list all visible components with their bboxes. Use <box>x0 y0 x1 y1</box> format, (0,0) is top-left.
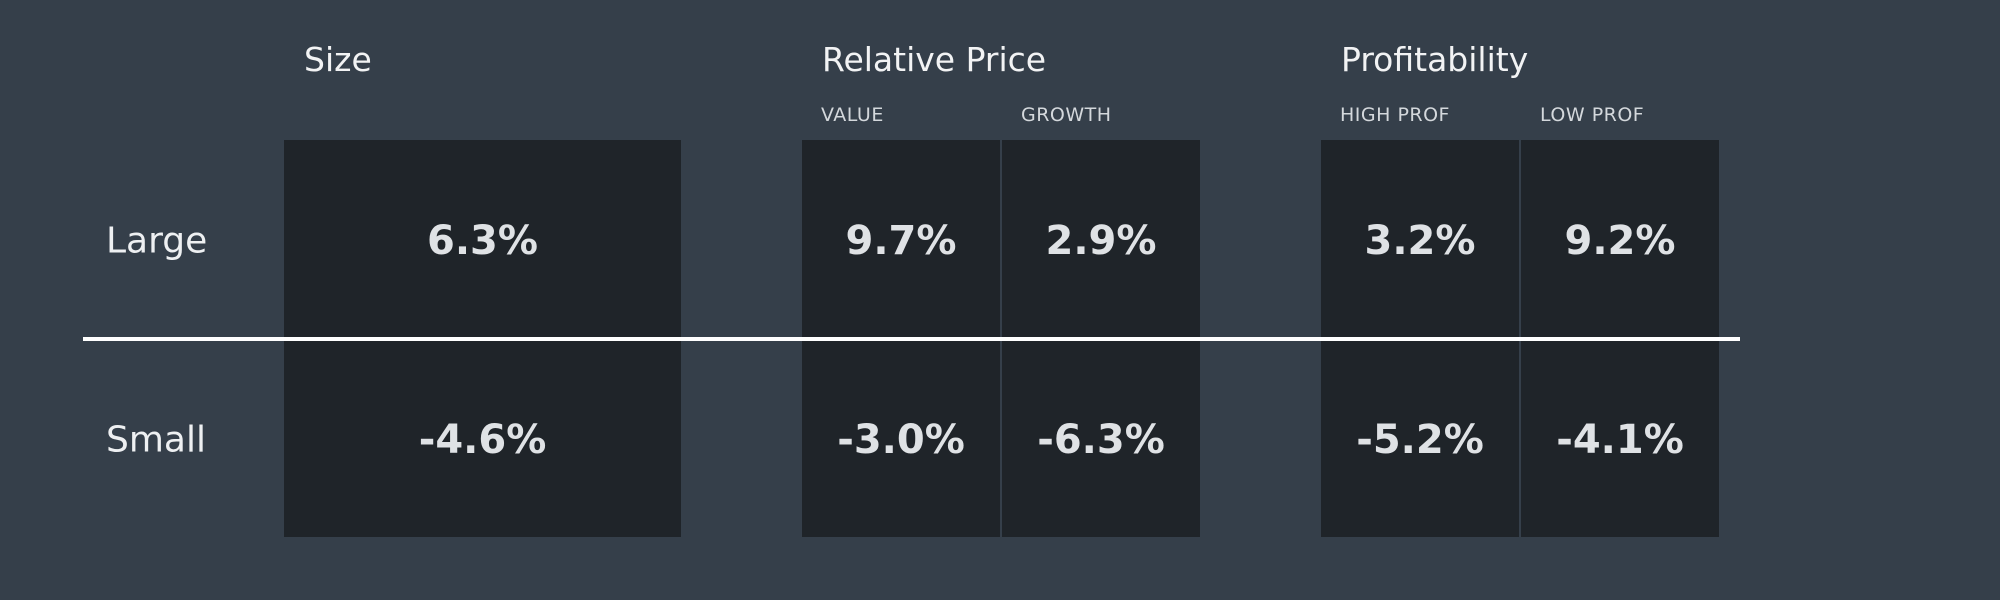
group-title: Profitability <box>1341 40 1529 79</box>
cell-value: -4.1% <box>1556 417 1684 463</box>
cell-value: -4.6% <box>418 417 547 463</box>
column-header: VALUE <box>821 104 884 126</box>
cell-value: -5.2% <box>1356 417 1484 463</box>
group-title: Size <box>304 40 372 79</box>
row-label: Large <box>106 220 208 262</box>
row-divider <box>83 337 1740 341</box>
cell-value: 6.3% <box>427 218 538 264</box>
column-header: GROWTH <box>1021 104 1112 126</box>
group-title: Relative Price <box>822 40 1047 79</box>
column-header: LOW PROF <box>1540 104 1645 126</box>
cell-value: 3.2% <box>1364 218 1476 264</box>
column-header: HIGH PROF <box>1340 104 1450 126</box>
cell-value: 2.9% <box>1045 218 1157 264</box>
cell-value: 9.2% <box>1564 218 1676 264</box>
cell-value: 9.7% <box>845 218 957 264</box>
cell-value: -3.0% <box>837 417 965 463</box>
row-label: Small <box>106 419 206 461</box>
cell-value: -6.3% <box>1037 417 1165 463</box>
